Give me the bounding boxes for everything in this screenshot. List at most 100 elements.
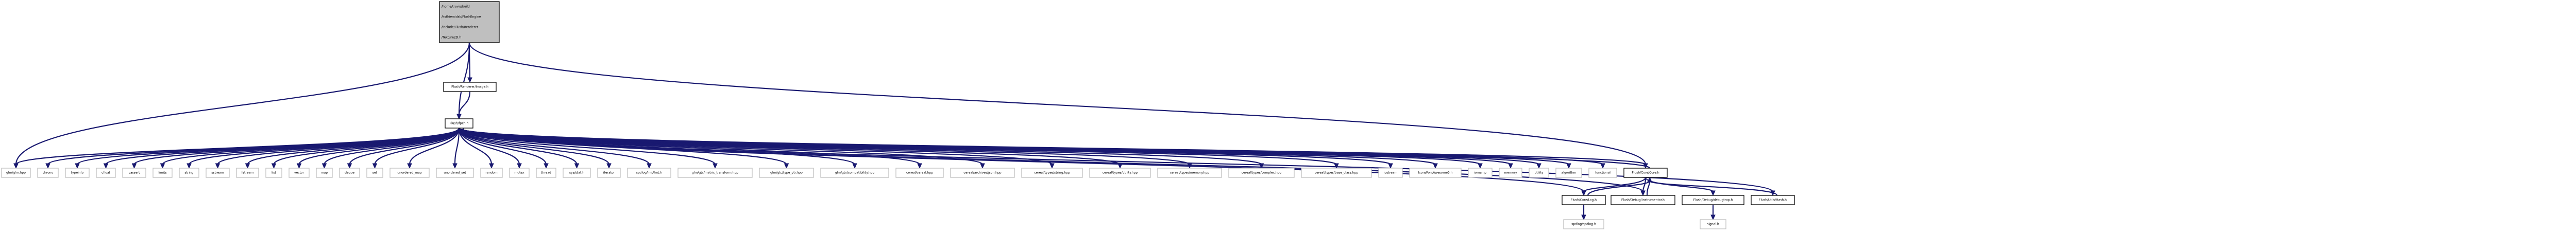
node-fstream: fstream xyxy=(236,168,259,178)
node-core[interactable]: Flush/Core/Core.h xyxy=(1623,168,1668,178)
node-box-chrono xyxy=(37,168,59,178)
node-label-functional: functional xyxy=(1595,171,1611,175)
node-box-random xyxy=(480,168,503,178)
edge-pch-to-vector xyxy=(298,128,460,165)
arrowhead-pch-to-sysstat xyxy=(574,163,580,169)
node-box-signal xyxy=(1700,219,1726,229)
node-fmt: spdlog/fmt/fmt.h xyxy=(627,168,671,178)
node-label-spdlog: spdlog/spdlog.h xyxy=(1571,223,1596,226)
node-label-signal: signal.h xyxy=(1707,223,1719,226)
arrowhead-pch-to-map xyxy=(321,163,327,169)
arrowhead-core-to-instr xyxy=(1640,190,1646,196)
node-image[interactable]: Flush/Renderer/Image.h xyxy=(443,82,497,92)
arrowhead-pch-to-algorithm xyxy=(1566,163,1571,169)
node-label-utility: utility xyxy=(1534,171,1544,175)
node-box-cutility xyxy=(1089,168,1151,178)
arrowhead-pch-to-fstream xyxy=(245,163,250,169)
node-iostream: iostream xyxy=(1378,168,1403,178)
arrowhead-pch-to-iomanip xyxy=(1478,163,1483,169)
node-label-algorithm: algorithm xyxy=(1562,171,1577,175)
node-label-cstring: cereal/types/string.hpp xyxy=(1034,171,1070,175)
node-label-json: cereal/archives/json.hpp xyxy=(963,171,1001,175)
edge-image-to-pch xyxy=(458,91,471,116)
node-string: string xyxy=(179,168,199,178)
node-box-deque xyxy=(339,168,360,178)
node-label-limits: limits xyxy=(158,171,166,175)
node-box-spdlog xyxy=(1563,219,1604,229)
arrowhead-pch-to-iostream xyxy=(1388,163,1393,169)
edge-log-to-core xyxy=(1587,180,1651,196)
node-label-sstream: sstream xyxy=(211,171,224,175)
node-label-iostream: iostream xyxy=(1384,171,1398,175)
node-box-cfloat xyxy=(96,168,116,178)
node-uset: unordered_set xyxy=(436,168,474,178)
node-box-mtx xyxy=(677,168,753,178)
node-memory: memory xyxy=(1499,168,1522,178)
edge-layer xyxy=(13,42,1778,221)
node-box-fmt xyxy=(627,168,671,178)
node-debugtrap[interactable]: Flush/Debug/debugtrap.h xyxy=(1682,195,1744,205)
node-layer: /home/travis/build/ksthiemidsk/FlushEngi… xyxy=(1,1,1795,229)
node-box-string xyxy=(179,168,199,178)
node-thread: thread xyxy=(536,168,556,178)
arrowhead-pch-to-vector xyxy=(296,163,302,169)
node-label-cfloat: cfloat xyxy=(101,171,110,175)
node-box-pch xyxy=(445,118,473,129)
arrowhead-image-to-pch xyxy=(456,114,462,120)
node-box-memory xyxy=(1499,168,1522,178)
node-box-map xyxy=(316,168,333,178)
edge-pch-to-hash xyxy=(458,128,1774,192)
node-label-typeptr: glm/gtc/type_ptr.hpp xyxy=(770,171,803,175)
node-box-ccomplex xyxy=(1228,168,1295,178)
arrowhead-pch-to-set xyxy=(372,163,378,169)
node-box-compat xyxy=(820,168,889,178)
node-label-mutex: mutex xyxy=(514,171,524,175)
node-box-iomanip xyxy=(1468,168,1493,178)
node-pch[interactable]: Flush/fpch.h xyxy=(445,118,473,129)
node-label-root: /ksthiemidsk/FlushEngine xyxy=(442,15,481,19)
node-algorithm: algorithm xyxy=(1555,168,1582,178)
node-log[interactable]: Flush/Core/Log.h xyxy=(1562,195,1606,205)
edge-pch-to-map xyxy=(324,128,460,165)
node-label-root: /Texture2D.h xyxy=(442,36,461,40)
node-label-root: /home/travis/build xyxy=(442,5,470,9)
edge-pch-to-fmt xyxy=(458,128,650,165)
arrowhead-pch-to-cstring xyxy=(1049,163,1055,169)
arrowhead-pch-to-utility xyxy=(1536,163,1541,169)
node-label-ccomplex: cereal/types/complex.hpp xyxy=(1242,171,1282,175)
node-sysstat: sys/stat.h xyxy=(563,168,591,178)
node-label-deque: deque xyxy=(345,171,354,175)
node-box-algorithm xyxy=(1555,168,1582,178)
arrowhead-pch-to-compat xyxy=(852,163,857,169)
edge-pch-to-iterator xyxy=(458,128,610,165)
node-sstream: sstream xyxy=(206,168,230,178)
node-root[interactable]: /home/travis/build/ksthiemidsk/FlushEngi… xyxy=(439,1,500,43)
node-label-cmemory: cereal/types/memory.hpp xyxy=(1170,171,1210,175)
node-instr[interactable]: Flush/Debug/Instrumentor.h xyxy=(1611,195,1675,205)
node-label-map: map xyxy=(321,171,328,175)
node-label-iterator: iterator xyxy=(603,171,615,175)
node-box-sstream xyxy=(206,168,230,178)
arrowhead-debugtrap-to-signal xyxy=(1710,214,1716,221)
arrowhead-pch-to-glm xyxy=(13,163,19,169)
arrowhead-pch-to-typeptr xyxy=(784,163,789,169)
edge-pch-to-mtx xyxy=(458,128,716,165)
node-box-cassert xyxy=(122,168,146,178)
node-glm: glm/glm.hpp xyxy=(1,168,31,178)
node-set: set xyxy=(366,168,383,178)
arrowhead-pch-to-functional xyxy=(1600,163,1605,169)
node-label-pch: Flush/fpch.h xyxy=(450,122,469,125)
node-typeptr: glm/gtc/type_ptr.hpp xyxy=(759,168,814,178)
node-hash[interactable]: Flush/Utils/Hash.h xyxy=(1751,195,1795,205)
arrowhead-pch-to-mtx xyxy=(713,163,718,169)
arrowhead-pch-to-mutex xyxy=(517,163,522,169)
node-box-fstream xyxy=(236,168,259,178)
node-cfloat: cfloat xyxy=(96,168,116,178)
node-box-functional xyxy=(1588,168,1617,178)
node-label-thread: thread xyxy=(541,171,551,175)
node-label-glm: glm/glm.hpp xyxy=(6,171,26,175)
node-label-typeinfo: typeinfo xyxy=(71,171,84,175)
edge-hash-to-core xyxy=(1649,180,1778,196)
node-label-uset: unordered_set xyxy=(444,171,466,175)
node-box-iterator xyxy=(597,168,621,178)
